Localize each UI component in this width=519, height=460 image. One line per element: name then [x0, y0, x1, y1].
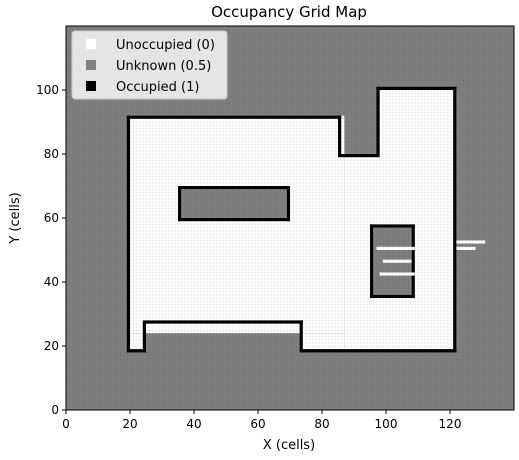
chart-title: Occupancy Grid Map	[211, 3, 367, 21]
legend-swatch	[86, 39, 96, 49]
legend-box	[71, 30, 228, 100]
y-tick-label: 60	[44, 211, 59, 225]
legend: Unoccupied (0) Unknown (0.5) Occupied (1)	[71, 30, 228, 100]
x-tick-label: 20	[122, 417, 137, 431]
x-axis-label: X (cells)	[263, 438, 315, 453]
x-axis-ticks: 0 20 40 60 80 100 120	[62, 410, 461, 431]
legend-label: Unknown (0.5)	[116, 59, 211, 74]
y-tick-label: 40	[44, 275, 59, 289]
legend-swatch	[86, 60, 96, 70]
legend-label: Occupied (1)	[116, 80, 199, 95]
x-tick-label: 40	[186, 417, 201, 431]
plot-area	[66, 26, 514, 410]
y-tick-label: 0	[51, 403, 59, 417]
x-tick-label: 60	[250, 417, 265, 431]
y-axis-ticks: 0 20 40 60 80 100	[36, 83, 66, 417]
legend-swatch	[86, 81, 96, 91]
y-tick-label: 100	[36, 83, 59, 97]
x-tick-label: 120	[439, 417, 462, 431]
y-tick-label: 20	[44, 339, 59, 353]
x-tick-label: 100	[375, 417, 398, 431]
x-tick-label: 80	[314, 417, 329, 431]
y-tick-label: 80	[44, 147, 59, 161]
legend-label: Unoccupied (0)	[116, 38, 215, 53]
y-axis-label: Y (cells)	[8, 192, 23, 244]
x-tick-label: 0	[62, 417, 70, 431]
